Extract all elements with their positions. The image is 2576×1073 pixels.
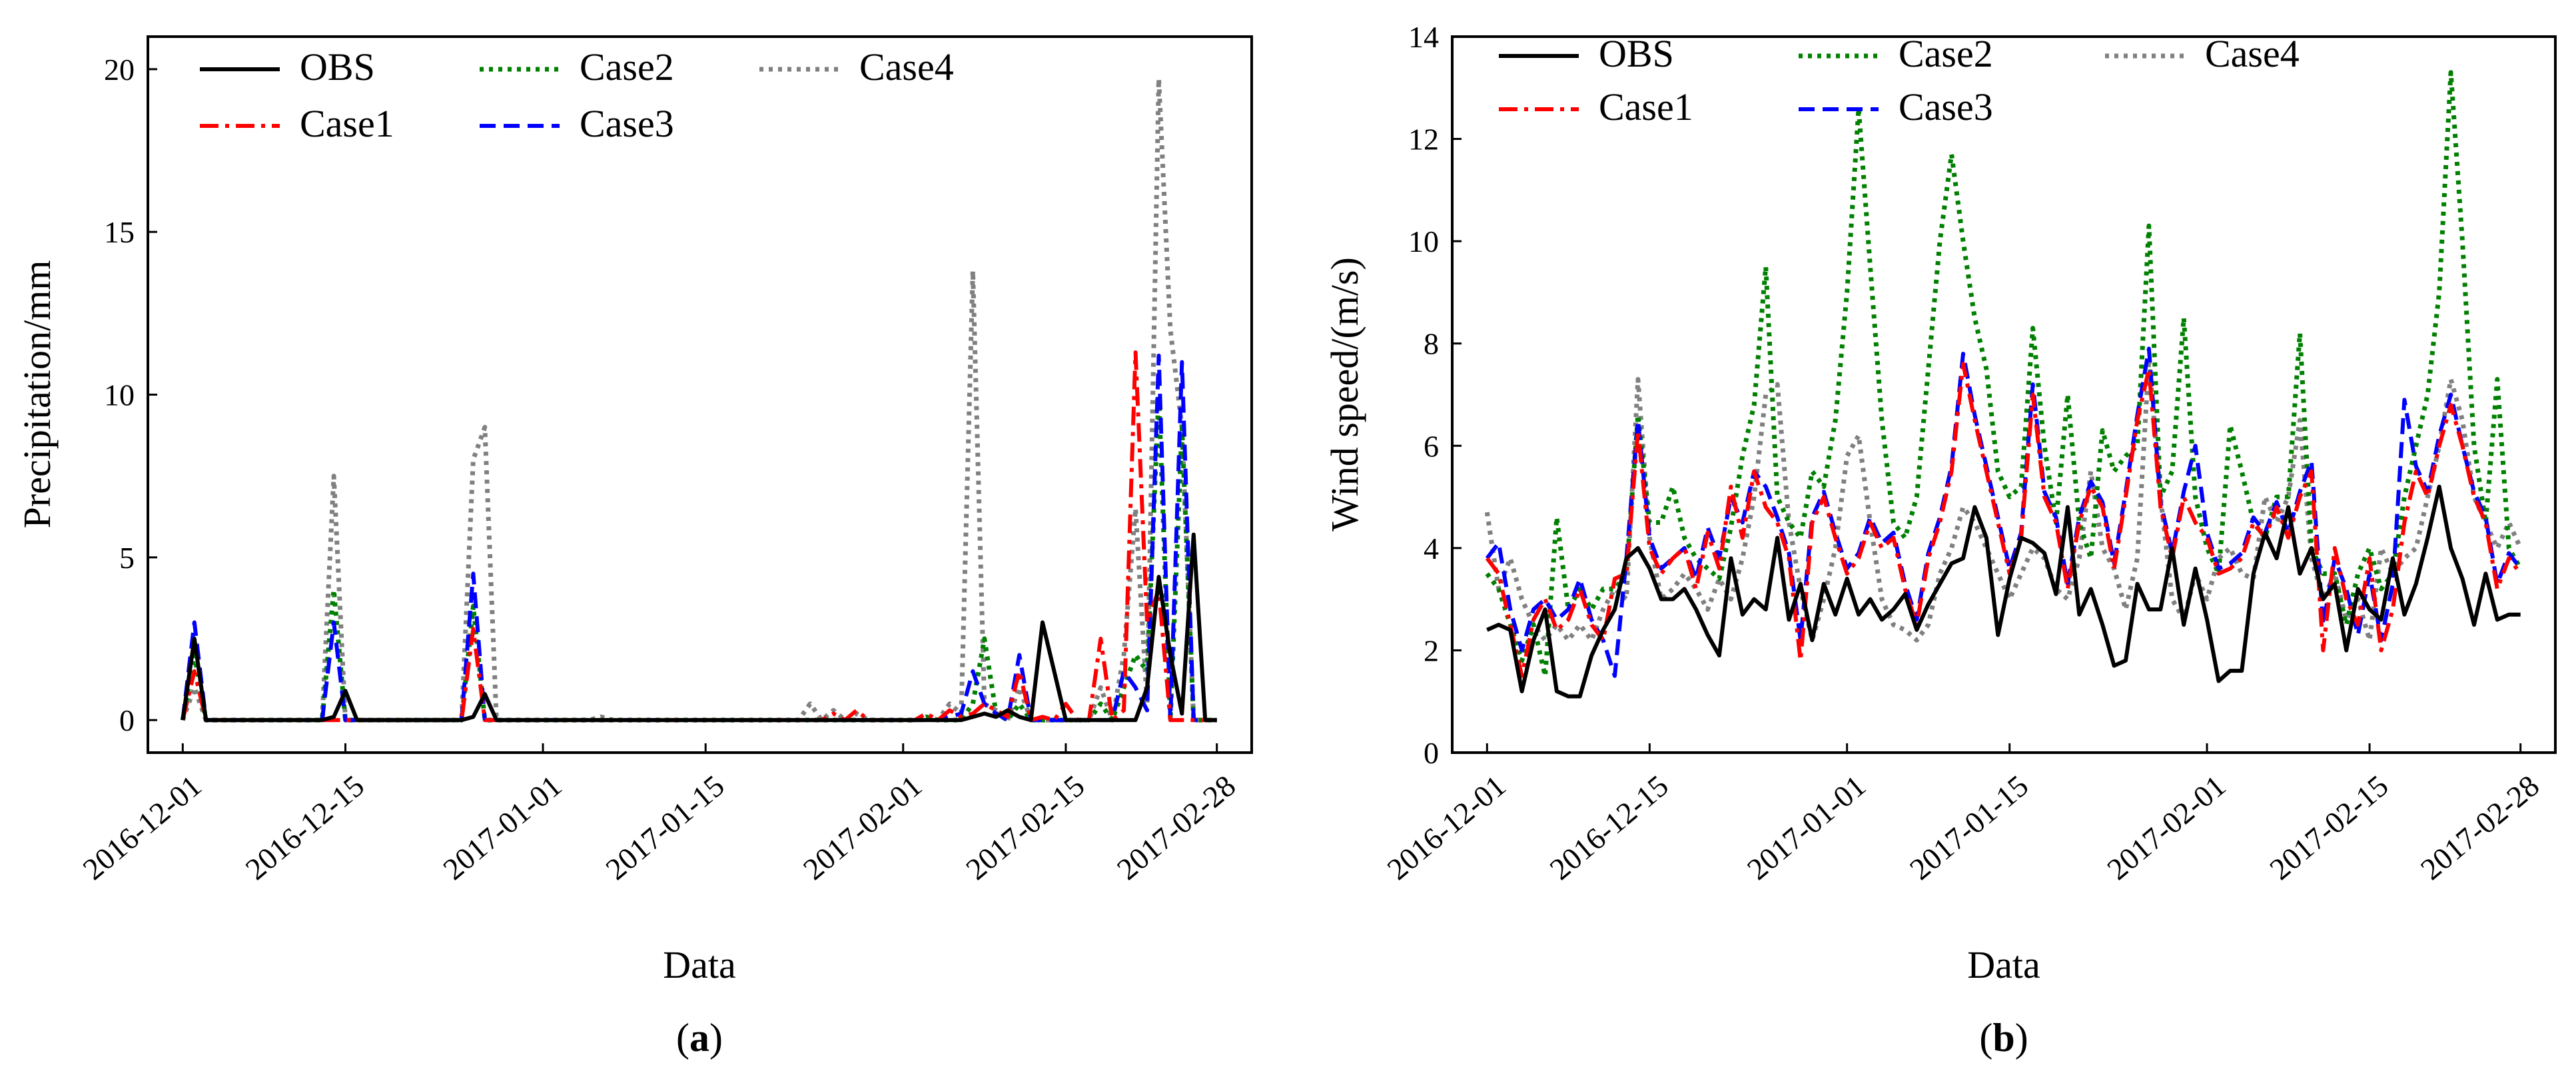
series-line-obs-b bbox=[1486, 484, 2521, 699]
legend-label-case3-b: Case3 bbox=[1899, 85, 1993, 129]
series-line-case3-a bbox=[181, 353, 1217, 723]
x-tick-label-a: 2017-02-01 bbox=[797, 769, 928, 887]
x-tick-label-b: 2016-12-01 bbox=[1381, 769, 1512, 887]
series-line-case4-b bbox=[1484, 356, 2523, 643]
series-line-case1-b bbox=[1485, 362, 2523, 678]
x-tick-label-a: 2016-12-01 bbox=[77, 769, 208, 887]
y-tick-label-a: 10 bbox=[104, 378, 135, 412]
y-tick-label-b: 12 bbox=[1408, 123, 1439, 157]
x-tick-label-a: 2017-01-01 bbox=[436, 769, 568, 887]
series-line-case1-a bbox=[181, 350, 1217, 723]
series-line-case2-b bbox=[1485, 70, 2523, 679]
x-tick-label-a: 2017-01-15 bbox=[600, 769, 731, 887]
y-ticks-a: 0 5 10 15 20 bbox=[104, 53, 157, 737]
legend-b: OBS Case1 Case2 Case3 Case4 bbox=[1499, 32, 2300, 129]
panel-label-b: (b) bbox=[1979, 1016, 2028, 1060]
panel-b: 0 2 4 6 8 10 12 14 2016-12-01 2016-12-15 2017-01-… bbox=[1323, 20, 2557, 1060]
y-tick-label-b: 10 bbox=[1408, 224, 1439, 258]
x-tick-label-b: 2016-12-15 bbox=[1543, 769, 1675, 887]
x-tick-label-a: 2017-02-28 bbox=[1110, 769, 1242, 887]
y-tick-label-b: 14 bbox=[1408, 20, 1439, 54]
y-ticks-b: 0 2 4 6 8 10 12 14 bbox=[1408, 20, 1462, 770]
series-line-obs-a bbox=[181, 532, 1217, 723]
x-ticks-b: 2016-12-01 2016-12-15 2017-01-01 2017-01-15… bbox=[1381, 743, 2545, 887]
series-line-case3-b bbox=[1485, 346, 2523, 678]
legend-label-case2-a: Case2 bbox=[580, 45, 674, 89]
y-tick-label-b: 8 bbox=[1424, 327, 1439, 361]
series-group-a bbox=[180, 77, 1217, 723]
legend-label-case4-a: Case4 bbox=[859, 45, 954, 89]
y-axis-label-a: Precipitation/mm bbox=[15, 260, 59, 529]
series-group-b bbox=[1484, 70, 2523, 699]
legend-label-obs-a: OBS bbox=[300, 45, 375, 89]
legend-label-obs-b: OBS bbox=[1599, 32, 1674, 75]
legend-a: OBS Case1 Case2 Case3 Case4 bbox=[200, 45, 954, 145]
x-axis-label-b: Data bbox=[1967, 943, 2040, 986]
legend-label-case1-a: Case1 bbox=[300, 102, 394, 145]
y-tick-label-a: 0 bbox=[119, 703, 135, 737]
legend-label-case4-b: Case4 bbox=[2205, 32, 2300, 75]
panel-label-a: (a) bbox=[676, 1016, 723, 1060]
y-tick-label-a: 15 bbox=[104, 215, 135, 249]
y-tick-label-b: 6 bbox=[1424, 429, 1439, 463]
y-tick-label-b: 4 bbox=[1424, 532, 1439, 565]
legend-label-case1-b: Case1 bbox=[1599, 85, 1693, 129]
legend-label-case2-b: Case2 bbox=[1899, 32, 1993, 75]
legend-label-case3-a: Case3 bbox=[580, 102, 674, 145]
x-tick-label-a: 2017-02-15 bbox=[959, 769, 1090, 887]
y-axis-label-b: Wind speed/(m/s) bbox=[1323, 257, 1366, 532]
x-tick-label-b: 2017-02-28 bbox=[2414, 769, 2545, 887]
x-axis-label-a: Data bbox=[663, 943, 736, 986]
x-tick-label-b: 2017-01-01 bbox=[1741, 769, 1872, 887]
x-tick-label-b: 2017-01-15 bbox=[1903, 769, 2034, 887]
y-tick-label-a: 20 bbox=[104, 53, 135, 87]
x-tick-label-b: 2017-02-01 bbox=[2100, 769, 2232, 887]
plot-frame-b bbox=[1451, 35, 2557, 754]
y-tick-label-b: 2 bbox=[1424, 633, 1439, 667]
series-line-case2-a bbox=[180, 392, 1217, 723]
y-tick-label-a: 5 bbox=[119, 541, 135, 575]
x-tick-label-b: 2017-02-15 bbox=[2263, 769, 2394, 887]
y-tick-label-b: 0 bbox=[1424, 736, 1439, 770]
x-tick-label-a: 2016-12-15 bbox=[239, 769, 370, 887]
x-ticks-a: 2016-12-01 2016-12-15 2017-01-01 2017-01-15… bbox=[77, 743, 1242, 887]
